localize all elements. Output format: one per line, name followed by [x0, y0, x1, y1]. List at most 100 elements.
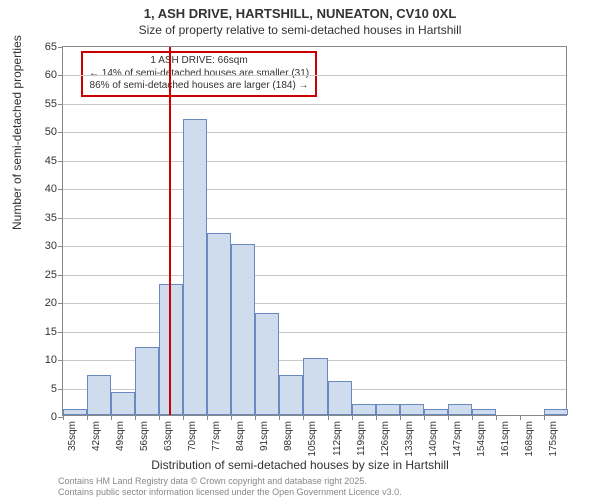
histogram-bar	[183, 119, 207, 415]
xtick-mark	[328, 415, 329, 420]
gridline	[63, 332, 566, 333]
ytick-mark	[58, 132, 63, 133]
gridline	[63, 275, 566, 276]
xtick-mark	[183, 415, 184, 420]
xtick-label: 84sqm	[235, 421, 246, 451]
ytick-label: 5	[51, 383, 57, 395]
histogram-bar	[207, 233, 231, 415]
xtick-label: 56sqm	[139, 421, 150, 451]
xtick-label: 70sqm	[187, 421, 198, 451]
chart-title-main: 1, ASH DRIVE, HARTSHILL, NUNEATON, CV10 …	[0, 6, 600, 21]
histogram-bar	[472, 409, 496, 415]
ytick-mark	[58, 360, 63, 361]
annotation-line2: ← 14% of semi-detached houses are smalle…	[89, 68, 309, 81]
histogram-bar	[400, 404, 424, 415]
ytick-label: 40	[45, 183, 57, 195]
xtick-mark	[424, 415, 425, 420]
histogram-bar	[376, 404, 400, 415]
histogram-bar	[63, 409, 87, 415]
xtick-label: 133sqm	[404, 421, 415, 457]
xtick-label: 91sqm	[259, 421, 270, 451]
annotation-line3: 86% of semi-detached houses are larger (…	[89, 80, 309, 93]
histogram-bar	[231, 244, 255, 415]
xtick-mark	[207, 415, 208, 420]
ytick-label: 55	[45, 98, 57, 110]
xtick-mark	[279, 415, 280, 420]
histogram-bar	[111, 392, 135, 415]
xtick-label: 175sqm	[548, 421, 559, 457]
xtick-mark	[520, 415, 521, 420]
ytick-label: 60	[45, 69, 57, 81]
ytick-mark	[58, 104, 63, 105]
xtick-label: 112sqm	[332, 421, 343, 456]
ytick-mark	[58, 246, 63, 247]
ytick-label: 10	[45, 354, 57, 366]
ytick-mark	[58, 332, 63, 333]
xtick-label: 168sqm	[524, 421, 535, 457]
gridline	[63, 303, 566, 304]
footer-line2: Contains public sector information licen…	[58, 487, 402, 498]
chart-title-sub: Size of property relative to semi-detach…	[0, 23, 600, 37]
xtick-mark	[352, 415, 353, 420]
ytick-label: 30	[45, 240, 57, 252]
gridline	[63, 132, 566, 133]
ytick-mark	[58, 75, 63, 76]
xtick-mark	[231, 415, 232, 420]
xtick-label: 98sqm	[283, 421, 294, 451]
histogram-bar	[135, 347, 159, 415]
xtick-label: 119sqm	[356, 421, 367, 456]
y-axis-title: Number of semi-detached properties	[10, 35, 24, 230]
xtick-mark	[400, 415, 401, 420]
xtick-mark	[87, 415, 88, 420]
histogram-bar	[328, 381, 352, 415]
chart-title-block: 1, ASH DRIVE, HARTSHILL, NUNEATON, CV10 …	[0, 0, 600, 37]
x-axis-title: Distribution of semi-detached houses by …	[0, 458, 600, 472]
histogram-bar	[448, 404, 472, 415]
ytick-label: 20	[45, 297, 57, 309]
xtick-label: 63sqm	[163, 421, 174, 451]
xtick-mark	[472, 415, 473, 420]
ytick-label: 0	[51, 411, 57, 423]
xtick-mark	[255, 415, 256, 420]
ytick-label: 65	[45, 41, 57, 53]
footer-line1: Contains HM Land Registry data © Crown c…	[58, 476, 402, 487]
ytick-label: 45	[45, 155, 57, 167]
ytick-mark	[58, 218, 63, 219]
ytick-mark	[58, 389, 63, 390]
annotation-box: 1 ASH DRIVE: 66sqm ← 14% of semi-detache…	[81, 51, 317, 97]
footer-attribution: Contains HM Land Registry data © Crown c…	[58, 476, 402, 498]
xtick-mark	[159, 415, 160, 420]
xtick-mark	[448, 415, 449, 420]
ytick-label: 35	[45, 212, 57, 224]
gridline	[63, 104, 566, 105]
annotation-line1: 1 ASH DRIVE: 66sqm	[89, 55, 309, 68]
ytick-mark	[58, 189, 63, 190]
ytick-mark	[58, 47, 63, 48]
histogram-bar	[303, 358, 327, 415]
ytick-mark	[58, 275, 63, 276]
histogram-bar	[352, 404, 376, 415]
plot-area: 1 ASH DRIVE: 66sqm ← 14% of semi-detache…	[62, 46, 567, 416]
xtick-label: 140sqm	[428, 421, 439, 457]
xtick-mark	[303, 415, 304, 420]
xtick-mark	[135, 415, 136, 420]
xtick-label: 161sqm	[500, 421, 511, 457]
xtick-label: 154sqm	[476, 421, 487, 457]
gridline	[63, 218, 566, 219]
reference-line	[169, 47, 171, 415]
xtick-mark	[376, 415, 377, 420]
xtick-label: 147sqm	[452, 421, 463, 457]
gridline	[63, 75, 566, 76]
xtick-mark	[111, 415, 112, 420]
ytick-mark	[58, 161, 63, 162]
xtick-mark	[63, 415, 64, 420]
histogram-bar	[87, 375, 111, 415]
ytick-mark	[58, 303, 63, 304]
histogram-bar	[255, 313, 279, 415]
ytick-label: 15	[45, 326, 57, 338]
xtick-label: 105sqm	[307, 421, 318, 457]
xtick-label: 126sqm	[380, 421, 391, 457]
xtick-label: 49sqm	[115, 421, 126, 451]
gridline	[63, 161, 566, 162]
xtick-mark	[496, 415, 497, 420]
